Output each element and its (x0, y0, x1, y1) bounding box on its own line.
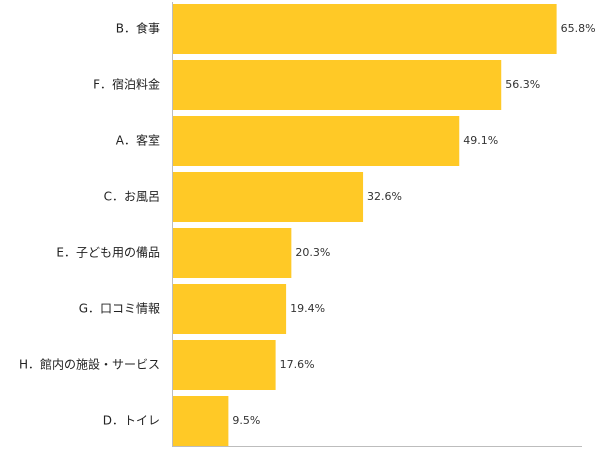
value-label: 32.6% (367, 190, 402, 203)
category-label: D．トイレ (103, 414, 160, 428)
bar-2 (173, 60, 502, 110)
value-label: 19.4% (290, 302, 325, 315)
bar-8 (173, 396, 229, 446)
category-label: F．宿泊料金 (93, 77, 160, 92)
bar-3 (173, 116, 460, 166)
bar-6 (173, 284, 287, 334)
category-label: G．口コミ情報 (79, 302, 160, 316)
bars-group (173, 4, 557, 446)
bar-5 (173, 228, 292, 278)
category-label: B．食事 (116, 21, 160, 36)
bar-1 (173, 4, 557, 54)
value-label: 9.5% (232, 414, 260, 427)
category-label: A．客室 (116, 133, 160, 148)
category-label: E．子ども用の備品 (56, 245, 160, 260)
value-label: 17.6% (280, 358, 315, 371)
value-label: 49.1% (463, 134, 498, 147)
value-labels-group: 65.8% 56.3% 49.1% 32.6% 20.3% 19.4% 17.6% 9.5% (232, 22, 595, 427)
category-label: C．お風呂 (104, 190, 160, 204)
value-label: 65.8% (561, 22, 596, 35)
category-label: H．館内の施設・サービス (19, 357, 160, 372)
value-label: 20.3% (295, 246, 330, 259)
bar-7 (173, 340, 276, 390)
bar-4 (173, 172, 364, 222)
category-labels-group: B．食事 F．宿泊料金 A．客室 C．お風呂 E．子ども用の備品 G．口コミ情報 H．館内の… (19, 21, 160, 428)
value-label: 56.3% (505, 78, 540, 91)
